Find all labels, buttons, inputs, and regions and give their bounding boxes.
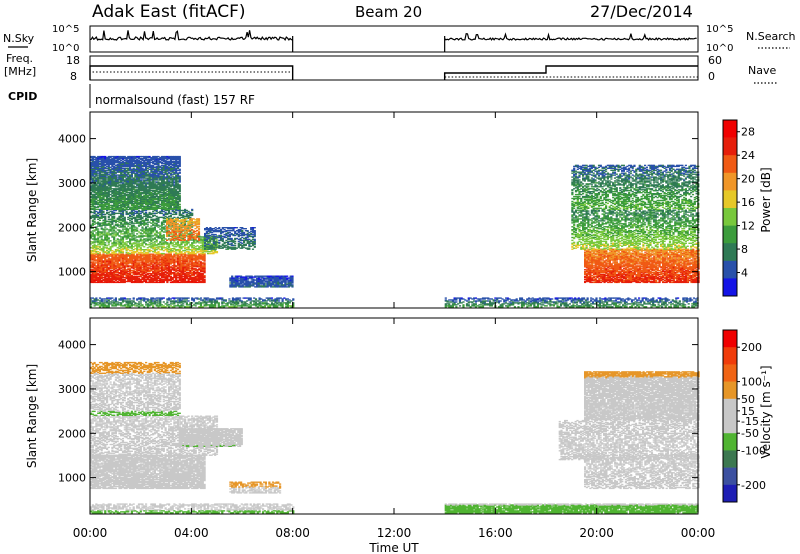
freq-trace [90,66,698,80]
heatmap-cell [99,246,101,247]
heatmap-cell [94,221,96,222]
heatmap-cell [104,226,106,227]
heatmap-cell [97,209,99,210]
heatmap-cell [147,219,149,220]
heatmap-cell [113,216,115,217]
heatmap-cell [104,216,106,217]
range-time-plot: Adak East (fitACF) Beam 20 27/Dec/2014 N… [0,0,800,554]
beam-title: Beam 20 [355,3,422,21]
heatmap-cell [126,243,128,244]
freq-label-line2: [MHz] [4,65,36,78]
heatmap-cell [204,275,206,276]
heatmap-cell [101,235,103,236]
station-title: Adak East (fitACF) [92,2,246,22]
heatmap-cell [115,227,117,228]
heatmap-cell [118,235,120,236]
nsky-label: N.Sky [3,32,35,45]
heatmap-cell [175,212,177,213]
freq-label-line1: Freq. [6,52,33,65]
heatmap-cell [136,227,138,228]
heatmap-cell [204,253,206,254]
heatmap-cell [163,234,165,235]
heatmap-cell [131,221,133,222]
nave-tick-bottom: 0 [708,70,715,83]
heatmap-cell [216,251,218,252]
heatmap-cell [156,234,158,235]
heatmap-cell [136,229,138,230]
heatmap-cell [108,244,110,245]
date-title: 27/Dec/2014 [590,2,693,21]
heatmap-cell [163,253,165,254]
freq-tick-top: 18 [66,54,80,67]
noise-tick-right-bottom: 10^0 [706,43,733,54]
heatmap-cell [140,215,142,216]
cpid-label: CPID [8,90,37,103]
heatmap-cell [97,228,99,229]
noise-line [90,30,293,40]
heatmap-cell [122,251,124,252]
heatmap-cell [104,230,106,231]
noise-trace [90,30,697,52]
freq-line [90,66,293,80]
heatmap-cell [124,225,126,226]
heatmap-cell [177,241,179,242]
heatmap-cell [145,212,147,213]
heatmap-cell [216,239,218,240]
heatmap-cell [104,242,106,243]
heatmap-cell [156,230,158,231]
heatmap-cell [191,213,193,214]
noise-tick-left-top: 10^5 [52,24,79,35]
heatmap-cell [136,233,138,234]
heatmap-cell [140,247,142,248]
heatmap-cell [134,235,136,236]
heatmap-cell [163,224,165,225]
heatmap-cell [108,237,110,238]
heatmap-cell [204,262,206,263]
heatmap-cell [127,225,129,226]
heatmap-cell [113,229,115,230]
heatmap-cell [188,241,190,242]
cpid-text: normalsound (fast) 157 RF [95,93,255,107]
heatmap-cell [204,279,206,280]
freq-tick-bottom: 8 [70,70,77,83]
heatmap-cell [141,226,143,227]
freq-line [445,66,698,80]
heatmap-cell [157,251,159,252]
heatmap-cell [143,246,145,247]
power-heatmap-cells [90,156,700,308]
noise-tick-left-bottom: 10^0 [52,43,79,54]
heatmap-cell [92,232,94,233]
heatmap-cell [191,209,193,210]
heatmap-cell [124,217,126,218]
heatmap-cell [133,225,135,226]
heatmap-cell [189,217,191,218]
nave-tick-top: 60 [708,54,722,67]
heatmap-cell [115,253,117,254]
noise-line [445,34,697,40]
heatmap-cell [133,232,135,233]
heatmap-cell [147,224,149,225]
heatmap-cell [147,225,149,226]
noise-tick-right-top: 10^5 [706,24,733,35]
heatmap-cell [110,240,112,241]
heatmap-cell [102,211,104,212]
heatmap-cell [99,220,101,221]
heatmap-cell [126,211,128,212]
nsearch-label: N.Search [746,30,796,43]
freq-panel-frame [90,56,698,80]
nave-label: Nave [748,64,776,77]
heatmap-cell [99,252,101,253]
heatmap-cell [168,210,170,211]
heatmap-cell [170,254,172,255]
heatmap-cell [156,239,158,240]
